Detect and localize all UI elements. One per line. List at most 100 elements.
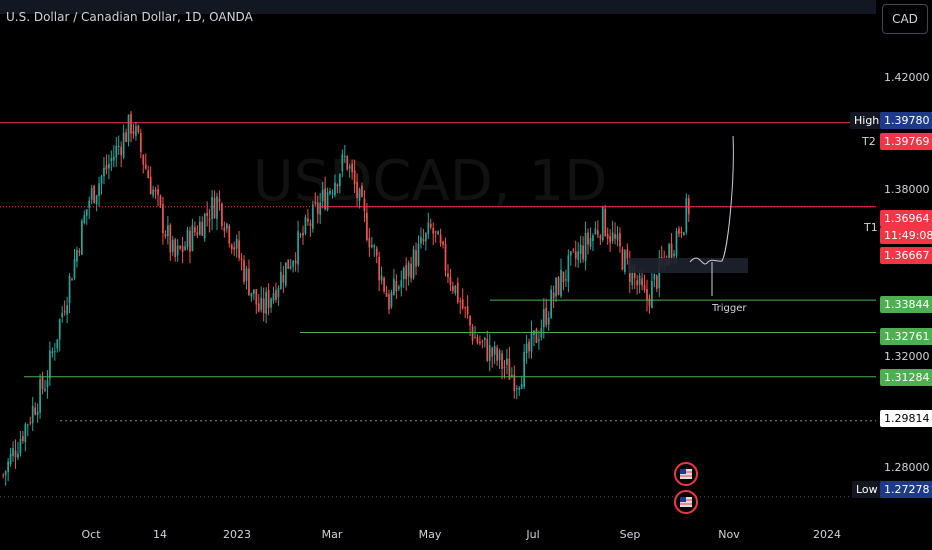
candle-body (520, 383, 523, 389)
candle-body (447, 273, 449, 278)
candle-body (488, 345, 491, 361)
candle-body (383, 277, 385, 292)
time-tick: May (418, 528, 442, 541)
candle-body (98, 183, 100, 196)
candle-body (34, 407, 37, 415)
candle-body (166, 225, 169, 237)
watermark: USDCAD, 1D (253, 149, 608, 214)
candle-body (189, 230, 191, 252)
high-value: 1.39780 (880, 112, 932, 129)
candle-body (437, 231, 440, 235)
candle-body (49, 350, 51, 379)
candle-body (449, 276, 452, 285)
candle-body (51, 351, 54, 354)
candle-body (550, 289, 553, 318)
candle-body (577, 251, 580, 261)
candle-body (93, 185, 96, 203)
candle-body (233, 247, 236, 250)
candle-body (80, 220, 83, 255)
candle-body (334, 182, 336, 196)
candle-body (157, 189, 159, 195)
flag-canton (680, 469, 686, 474)
candle-body (248, 268, 250, 296)
candle-body (388, 294, 390, 310)
candle-body (569, 251, 572, 256)
price-tick: 1.38000 (884, 183, 930, 196)
candle-body (41, 377, 44, 390)
candle-body (454, 285, 457, 293)
candle-body (130, 113, 132, 134)
candle-body (599, 235, 602, 239)
candle-body (678, 228, 680, 234)
candle-body (76, 250, 78, 262)
candle-body (223, 227, 226, 232)
candle-body (351, 163, 354, 172)
candle-body (356, 182, 358, 198)
candle-body (289, 266, 292, 269)
candle-body (503, 366, 506, 368)
candle-body (589, 238, 592, 247)
candle-body (36, 411, 39, 416)
candle-body (225, 223, 228, 229)
candle-body (643, 285, 646, 290)
candle-body (407, 262, 410, 277)
candle-body (7, 461, 10, 472)
candle-body (513, 374, 516, 392)
candle-body (265, 291, 268, 314)
candle-body (636, 280, 639, 286)
candle-body (346, 156, 349, 170)
time-tick: 14 (153, 528, 167, 541)
candle-body (498, 350, 501, 361)
currency-button[interactable]: CAD (882, 4, 928, 34)
candle-body (427, 222, 430, 234)
candle-body (255, 289, 258, 305)
candle-body (213, 197, 216, 219)
candle-body (262, 298, 265, 314)
level-b-value: 1.33844 (880, 296, 932, 313)
candle-body (24, 424, 27, 443)
candle-body (329, 190, 331, 194)
candle-body (297, 231, 299, 265)
candle-body (216, 196, 218, 219)
candle-body (506, 358, 508, 365)
candle-body (380, 275, 383, 281)
candle-body (452, 285, 454, 291)
candle-body (117, 146, 120, 148)
candle-body (319, 202, 322, 215)
candle-body (515, 388, 518, 390)
candle-body (46, 380, 49, 388)
time-tick: Sep (619, 528, 641, 541)
candle-body (260, 297, 263, 310)
flag-canton (680, 497, 686, 502)
candle-body (31, 406, 34, 424)
level-e-value: 1.29814 (880, 410, 932, 427)
candle-body (673, 253, 675, 256)
candle-body (567, 255, 570, 282)
candle-body (685, 197, 688, 233)
candle-body (208, 219, 211, 221)
candle-body (211, 196, 213, 220)
candle-body (601, 206, 604, 241)
candle-body (22, 436, 24, 442)
candle-body (29, 422, 32, 424)
candles-group (2, 110, 690, 486)
candle-body (525, 343, 528, 353)
candle-body (44, 388, 46, 391)
candle-body (120, 146, 123, 156)
candle-body (535, 329, 538, 343)
candle-body (191, 225, 194, 251)
candle-body (682, 232, 685, 236)
candle-body (53, 351, 56, 353)
candle-body (314, 201, 317, 204)
candle-body (331, 192, 334, 194)
candle-body (616, 234, 619, 240)
candle-body (557, 277, 560, 295)
candle-body (272, 293, 275, 301)
candle-body (370, 245, 373, 248)
candle-body (410, 263, 412, 279)
candle-body (95, 195, 98, 205)
candle-body (626, 249, 629, 259)
candle-body (353, 170, 356, 185)
candle-body (287, 259, 290, 269)
